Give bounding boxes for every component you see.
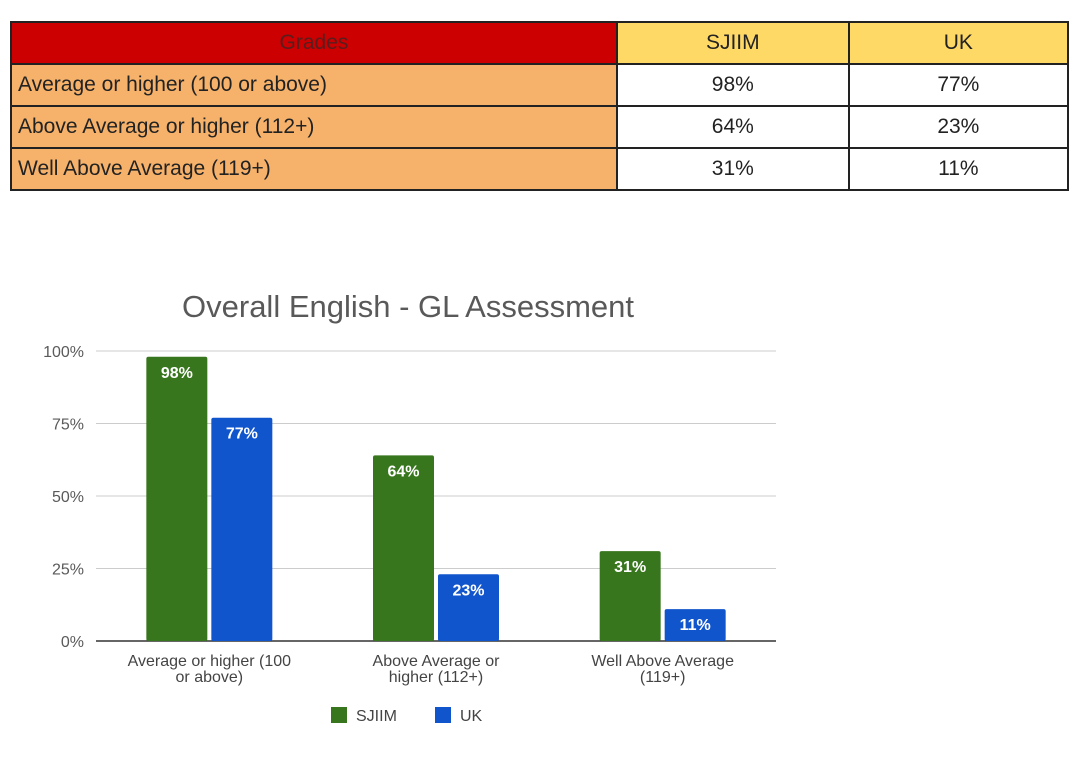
- table-row: Well Above Average (119+) 31% 11%: [10, 147, 1070, 191]
- sjiim-value: 64%: [615, 105, 850, 149]
- bar-value-label: 11%: [680, 617, 711, 634]
- table-row: Average or higher (100 or above) 98% 77%: [10, 63, 1070, 107]
- bar-value-label: 64%: [387, 463, 419, 480]
- y-tick-label: 0%: [61, 634, 84, 651]
- bar-value-label: 77%: [226, 426, 258, 443]
- uk-value: 77%: [847, 63, 1070, 107]
- x-category-label: Well Above Average (119+): [591, 653, 734, 686]
- y-tick-label: 100%: [43, 344, 84, 361]
- bars: 98% 77% 64% 23% 31% 11%: [146, 356, 726, 641]
- header-uk: UK: [847, 21, 1070, 65]
- header-sjiim: SJIIM: [615, 21, 850, 65]
- y-tick-label: 75%: [52, 417, 84, 434]
- chart-title: Overall English - GL Assessment: [182, 289, 634, 324]
- bar-value-label: 31%: [614, 559, 646, 576]
- table-row: Above Average or higher (112+) 64% 23%: [10, 105, 1070, 149]
- uk-value: 11%: [847, 147, 1070, 191]
- x-category-label: Above Average or higher (112+): [373, 653, 501, 686]
- table-header-row: Grades SJIIM UK: [10, 21, 1070, 65]
- y-tick-label: 25%: [52, 562, 84, 579]
- bar-uk: [664, 609, 726, 641]
- row-label: Well Above Average (119+): [10, 147, 618, 191]
- header-grades: Grades: [10, 21, 618, 65]
- sjiim-value: 98%: [615, 63, 850, 107]
- legend-label-uk: UK: [460, 708, 483, 725]
- legend-swatch-uk: [435, 707, 451, 723]
- legend-label-sjiim: SJIIM: [356, 708, 397, 725]
- legend-swatch-sjiim: [331, 707, 347, 723]
- bar-sjiim: [146, 356, 208, 641]
- bar-sjiim: [373, 455, 434, 641]
- row-label: Above Average or higher (112+): [10, 105, 618, 149]
- row-label: Average or higher (100 or above): [10, 63, 618, 107]
- uk-value: 23%: [847, 105, 1070, 149]
- y-axis-ticks: 0% 25% 50% 75% 100%: [43, 344, 84, 651]
- bar-chart: Overall English - GL Assessment 0% 25% 50%…: [43, 289, 776, 725]
- y-tick-label: 50%: [52, 489, 84, 506]
- bar-uk: [438, 574, 499, 641]
- bar-value-label: 98%: [161, 365, 193, 382]
- bar-uk: [211, 417, 273, 641]
- bar-sjiim: [599, 551, 661, 641]
- grades-table: Grades SJIIM UK Average or higher (100 o…: [10, 21, 1070, 191]
- x-category-label: Average or higher (100 or above): [128, 653, 291, 686]
- x-axis-categories: Average or higher (100 or above) Above Ave…: [128, 653, 734, 686]
- bar-value-label: 23%: [452, 582, 484, 599]
- legend: SJIIM UK: [331, 707, 483, 725]
- gridlines: [96, 350, 776, 642]
- sjiim-value: 31%: [615, 147, 850, 191]
